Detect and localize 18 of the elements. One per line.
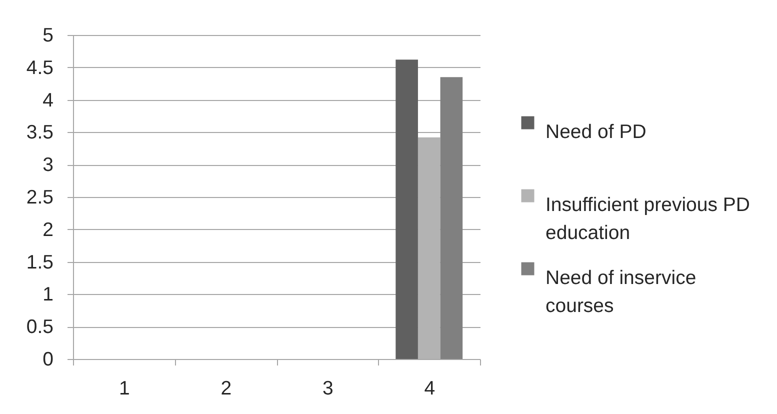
y-tick-label: 0 bbox=[42, 348, 54, 370]
x-tick-label: 4 bbox=[424, 378, 436, 400]
x-tick-label: 2 bbox=[220, 378, 232, 400]
x-tick-label: 3 bbox=[322, 378, 334, 400]
y-tick-label: 2 bbox=[42, 218, 54, 241]
y-tick-label: 5 bbox=[42, 24, 54, 46]
y-tick-label: 4 bbox=[42, 89, 54, 112]
y-tick-label: 2.5 bbox=[26, 186, 54, 208]
legend-label: Need of inservice courses bbox=[546, 266, 696, 317]
y-tick-label: 1.5 bbox=[26, 251, 54, 274]
y-tick-label: 1 bbox=[42, 284, 54, 306]
y-tick-label: 0.5 bbox=[26, 316, 54, 338]
y-tick-label: 3 bbox=[42, 154, 54, 176]
y-tick-label: 3.5 bbox=[26, 122, 54, 144]
y-tick-label: 4.5 bbox=[26, 56, 54, 79]
legend-label: Need of PD bbox=[546, 120, 646, 143]
legend-label: Insufficient previous PD education bbox=[546, 194, 750, 244]
x-tick-label: 1 bbox=[118, 378, 130, 400]
